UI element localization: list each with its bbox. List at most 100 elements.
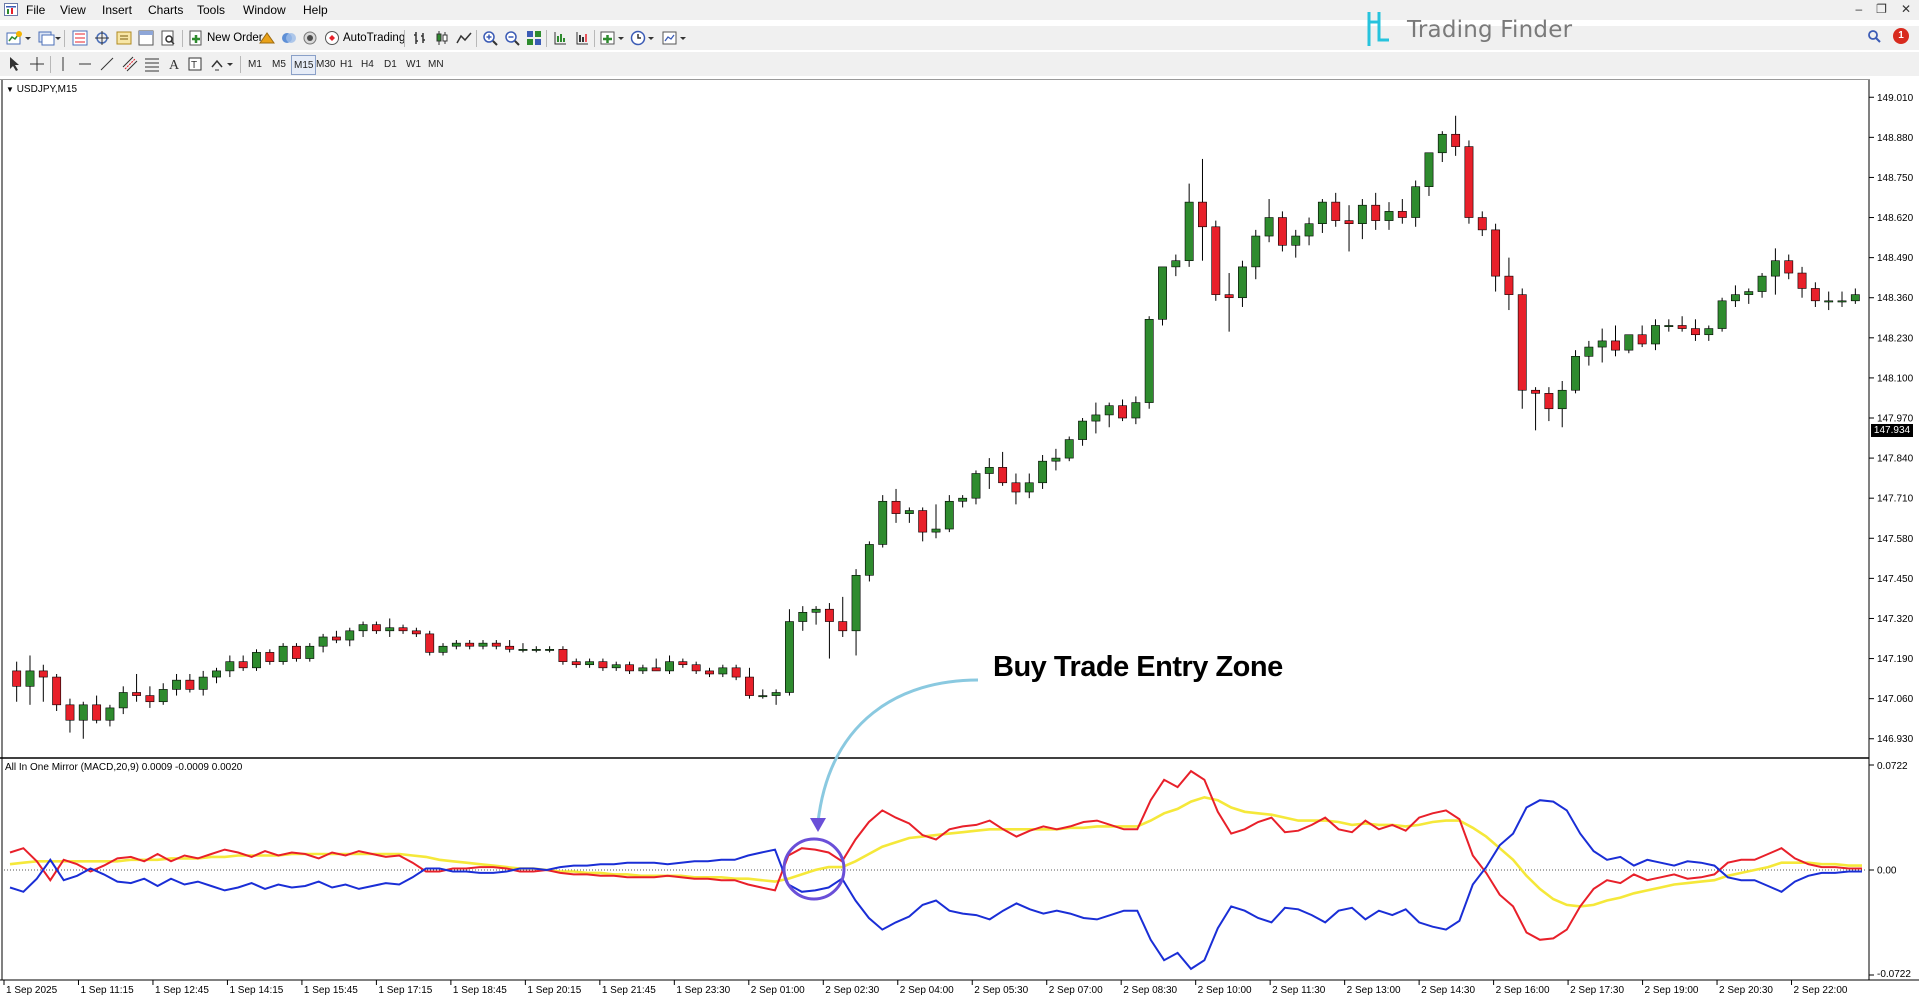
market-icon[interactable]	[280, 29, 298, 47]
menu-charts[interactable]: Charts	[148, 3, 184, 17]
new-chart-icon[interactable]	[6, 29, 32, 47]
menu-window[interactable]: Window	[243, 3, 286, 17]
candle	[1824, 291, 1834, 311]
notification-badge[interactable]: 1	[1893, 28, 1909, 44]
bull-candle-body	[1144, 319, 1154, 403]
price-tick-label: 147.060	[1877, 694, 1914, 705]
search-icon[interactable]	[1867, 29, 1881, 43]
candle	[931, 504, 941, 539]
bull-candle-body	[531, 649, 541, 651]
horizontal-line-icon[interactable]	[78, 55, 92, 73]
arrows-icon[interactable]	[210, 55, 236, 73]
autotrading-button[interactable]: AutoTrading	[324, 29, 405, 47]
timeframe-m30[interactable]: M30	[316, 58, 336, 70]
timeframe-h4[interactable]: H4	[361, 58, 374, 70]
candle	[1091, 402, 1101, 434]
fibonacci-icon[interactable]	[144, 55, 160, 73]
bear-candle-body	[238, 661, 248, 669]
timeframe-h1[interactable]: H1	[340, 58, 353, 70]
chart-window[interactable]: 149.010 148.880 148.750 148.620 148.490 148.3…	[0, 79, 1919, 996]
text-label-icon[interactable]: T	[188, 55, 202, 73]
templates-icon[interactable]	[662, 29, 688, 47]
vps-icon[interactable]	[302, 29, 318, 47]
candlestick-chart-icon[interactable]	[434, 29, 450, 47]
candle	[1597, 328, 1607, 363]
candle	[1064, 436, 1074, 462]
time-tick-label: 2 Sep 08:30	[1123, 985, 1177, 996]
candle	[1757, 273, 1767, 298]
bear-candle-body	[1331, 201, 1341, 221]
menu-file[interactable]: File	[26, 3, 46, 17]
timeframe-m15[interactable]: M15	[291, 55, 317, 75]
candle	[944, 495, 954, 533]
data-window-icon[interactable]	[116, 29, 132, 47]
menu-help[interactable]: Help	[303, 3, 328, 17]
menu-view[interactable]: View	[60, 3, 86, 17]
candle	[398, 624, 408, 634]
candle	[811, 606, 821, 625]
cursor-icon[interactable]	[8, 55, 22, 73]
candle	[491, 640, 501, 650]
bear-candle-body	[1397, 211, 1407, 218]
bull-candle-body	[305, 645, 315, 659]
bull-candle-body	[358, 624, 368, 632]
candle	[1504, 257, 1514, 311]
menu-tools[interactable]: Tools	[197, 3, 226, 17]
crosshair-icon[interactable]	[30, 55, 44, 73]
candle	[118, 686, 128, 715]
bull-candle-body	[1171, 260, 1181, 268]
candle	[1224, 273, 1234, 332]
menu-insert[interactable]: Insert	[102, 3, 133, 17]
bear-candle-body	[1677, 325, 1687, 329]
new-order-button[interactable]: New Order	[188, 29, 263, 47]
candle	[1730, 285, 1740, 307]
bull-candle-body	[1131, 402, 1141, 419]
timeframe-w1[interactable]: W1	[406, 58, 421, 70]
market-watch-icon[interactable]	[72, 29, 88, 47]
price-tick-label: 148.360	[1877, 293, 1914, 304]
profiles-icon[interactable]	[38, 29, 62, 47]
candle	[371, 621, 381, 634]
trendline-icon[interactable]	[100, 55, 114, 73]
line-chart-icon[interactable]	[456, 29, 472, 47]
close-icon[interactable]: ✕	[1900, 2, 1911, 16]
autoscroll-icon[interactable]	[552, 29, 568, 47]
bull-candle-body	[611, 664, 621, 669]
bear-candle-body	[598, 661, 608, 669]
terminal-icon[interactable]	[138, 29, 154, 47]
zoom-in-icon[interactable]	[482, 29, 498, 47]
vertical-line-icon[interactable]	[58, 55, 68, 73]
candle	[891, 488, 901, 523]
timeframe-m5[interactable]: M5	[272, 58, 286, 70]
bar-chart-icon[interactable]	[412, 29, 428, 47]
chart-canvas[interactable]: 149.010 148.880 148.750 148.620 148.490 148.3…	[0, 80, 1919, 998]
bear-candle-body	[491, 642, 501, 647]
crosshair-navigator-icon[interactable]	[94, 29, 110, 47]
candle	[1184, 183, 1194, 267]
candle	[1810, 282, 1820, 307]
channel-icon[interactable]	[122, 55, 138, 73]
text-icon[interactable]: A	[168, 55, 180, 73]
bear-candle-body	[1810, 288, 1820, 302]
time-tick-label: 2 Sep 13:00	[1347, 985, 1401, 996]
candle	[665, 655, 674, 674]
timeframe-d1[interactable]: D1	[384, 58, 397, 70]
minimize-icon[interactable]: –	[1855, 2, 1863, 16]
candle	[518, 643, 528, 653]
autotrading-icon	[325, 31, 339, 45]
tile-windows-icon[interactable]	[526, 29, 542, 47]
periods-icon[interactable]	[630, 29, 656, 47]
chart-shift-icon[interactable]	[574, 29, 590, 47]
price-tick-label: 148.620	[1877, 213, 1914, 224]
indicators-icon[interactable]	[600, 29, 626, 47]
strategy-tester-icon[interactable]	[160, 29, 176, 47]
bear-candle-body	[1011, 482, 1021, 493]
signals-icon[interactable]	[258, 29, 276, 47]
candle	[1850, 288, 1860, 304]
zoom-out-icon[interactable]	[504, 29, 520, 47]
timeframe-m1[interactable]: M1	[248, 58, 262, 70]
brand-name: Trading Finder	[1407, 17, 1573, 43]
restore-icon[interactable]: ❐	[1876, 2, 1887, 16]
candle	[92, 695, 102, 724]
timeframe-mn[interactable]: MN	[428, 58, 444, 70]
